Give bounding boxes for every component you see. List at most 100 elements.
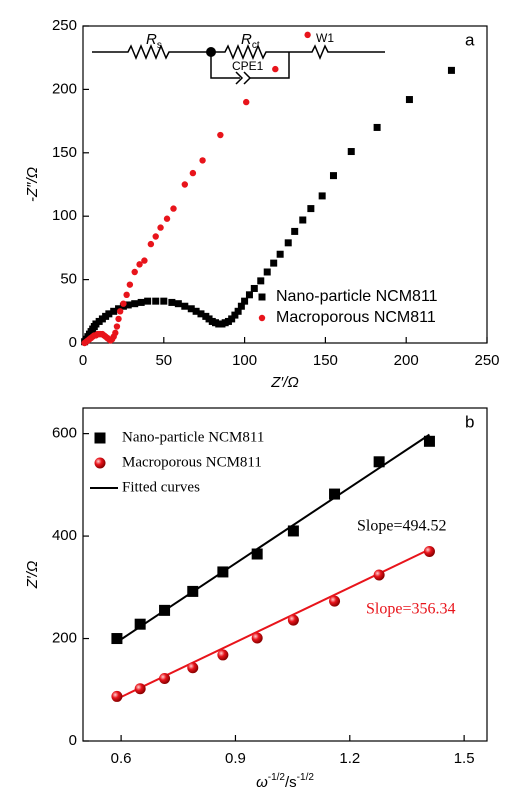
point [373,569,385,581]
point [187,585,199,597]
point [347,148,355,156]
x-tick-label: 250 [474,352,499,369]
point [241,297,249,305]
y-axis-label: Z′/Ω [24,561,41,590]
point [258,314,266,322]
y-tick-label: 100 [52,207,77,224]
point [304,31,311,39]
point [329,488,341,500]
point [291,227,299,235]
point [141,257,148,264]
point [284,239,292,247]
point [147,240,155,248]
legend-label: Macroporous NCM811 [122,454,262,470]
point [257,277,265,285]
circuit-label-main: R [146,31,157,48]
point [228,315,236,323]
circuit-label: W1 [316,31,334,45]
x-axis-label-part: -1/2 [297,772,315,783]
x-tick-label: 1.5 [454,750,475,767]
point [189,169,197,177]
point [217,649,229,661]
point [192,307,200,315]
point [111,690,123,702]
point [105,310,113,318]
point [423,545,435,557]
x-tick-label: 200 [394,352,419,369]
y-tick-label: 0 [69,334,77,351]
x-tick-label: 0.9 [225,750,246,767]
point [137,298,145,306]
point [168,298,176,306]
point [123,291,130,299]
point [111,633,123,645]
point [131,268,138,276]
point [174,300,182,308]
point [152,233,159,240]
point [187,305,195,313]
point [251,548,263,560]
point [287,614,299,626]
x-axis-label: ω-1/2/s-1/2 [256,772,314,791]
point [197,310,205,318]
point [120,300,127,307]
point [124,301,132,309]
point [134,618,146,630]
point [447,66,455,74]
x-tick-label: 100 [232,352,257,369]
point [329,172,337,180]
point [112,329,119,337]
point [144,297,152,305]
y-tick-label: 200 [52,80,77,97]
point [373,456,385,468]
circuit-label-main: W1 [316,31,334,45]
x-axis-label: Z′/Ω [270,374,299,391]
circuit-label-main: CPE1 [232,59,264,73]
point [263,268,271,276]
y-tick-label: 0 [69,732,77,749]
circuit-label: Rs [146,31,162,51]
point [126,281,134,288]
x-axis-label-part: /s [285,774,297,791]
point [136,261,143,268]
y-tick-label: 600 [52,425,77,442]
point [159,604,171,616]
x-tick-label: 50 [155,352,172,369]
point [307,205,315,213]
point [170,205,177,212]
legend-label: Nano-particle NCM811 [122,429,264,445]
point [231,311,239,319]
point [181,302,189,310]
y-axis-label: -Z″/Ω [24,167,41,202]
point [250,284,258,292]
plot-frame [82,25,488,344]
point [299,216,307,224]
legend-label: Nano-particle NCM811 [276,288,438,305]
point [318,192,326,200]
y-tick-label: 400 [52,527,77,544]
point [113,323,121,330]
y-tick-label: 150 [52,144,77,161]
x-tick-label: 0.6 [111,750,132,767]
point [199,157,206,164]
point [405,96,413,104]
annotation: Slope=356.34 [366,601,455,618]
x-tick-label: 150 [313,352,338,369]
y-tick-label: 250 [52,17,77,34]
point [287,525,299,537]
y-tick-label: 200 [52,630,77,647]
x-tick-label: 1.2 [339,750,360,767]
point [276,250,284,258]
point [329,595,341,607]
circuit-label-sub: s [157,40,162,51]
point [157,224,164,231]
legend-label: Macroporous NCM811 [276,309,436,326]
point [217,131,224,139]
point [159,672,171,684]
point [181,181,189,188]
point [251,632,263,644]
point [160,297,168,305]
point [217,566,229,578]
circuit-label: Rct [241,31,260,51]
